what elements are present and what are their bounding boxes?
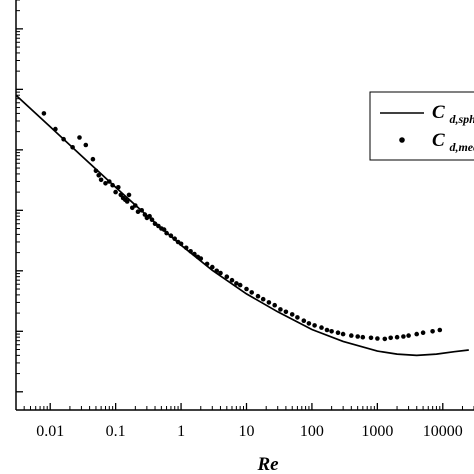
data-point-measured — [90, 156, 96, 162]
data-point-measured — [306, 321, 312, 326]
plot-area — [15, 94, 469, 357]
data-point-measured — [388, 335, 394, 341]
data-point-measured — [93, 168, 99, 174]
data-point-measured — [255, 293, 261, 299]
data-point-measured — [349, 333, 354, 338]
x-tick-label: 10000 — [423, 423, 463, 440]
data-point-measured — [229, 277, 235, 283]
data-point-measured — [61, 136, 66, 142]
data-point-measured — [283, 309, 289, 315]
legend-label-sphere: C d,sph — [432, 102, 474, 126]
data-point-measured — [237, 282, 243, 288]
data-point-measured — [53, 126, 58, 132]
data-point-measured — [183, 245, 189, 251]
data-point-measured — [198, 256, 204, 261]
data-point-measured — [406, 333, 411, 338]
data-point-measured — [312, 323, 317, 328]
data-point-measured — [401, 334, 406, 339]
data-point-measured — [319, 325, 324, 330]
data-point-measured — [266, 300, 272, 305]
data-point-measured — [152, 221, 158, 226]
x-tick-label: 10 — [238, 423, 254, 440]
data-point-measured — [70, 145, 75, 150]
data-point-measured — [340, 331, 346, 337]
data-point-measured — [168, 233, 174, 238]
data-point-measured — [218, 270, 223, 276]
data-point-measured — [83, 142, 89, 148]
y-axis-ticks — [16, 0, 23, 393]
data-point-measured — [368, 335, 374, 341]
x-tick-label: 0.01 — [36, 423, 64, 440]
data-point-measured — [430, 329, 435, 334]
data-point-measured — [234, 281, 239, 286]
data-point-measured — [335, 330, 341, 336]
series-line-sphere — [15, 94, 469, 357]
data-point-measured — [272, 302, 278, 308]
data-point-measured — [178, 241, 184, 247]
data-point-measured — [214, 268, 219, 274]
x-axis-ticks: 0.01 0.1 1 10 100 1000 10000 — [15, 403, 474, 440]
data-point-measured — [77, 135, 82, 140]
data-point-measured — [375, 336, 380, 341]
data-point-measured — [329, 329, 334, 334]
data-point-measured — [116, 185, 121, 190]
data-point-measured — [107, 179, 112, 184]
legend-label-sphere-main: C — [432, 102, 445, 123]
data-point-measured — [126, 192, 132, 198]
data-point-measured — [133, 203, 138, 208]
data-point-measured — [324, 327, 330, 333]
data-point-measured — [192, 251, 197, 257]
data-point-measured — [437, 327, 443, 333]
data-point-measured — [244, 286, 249, 292]
data-point-measured — [295, 315, 300, 320]
data-point-measured — [96, 173, 101, 178]
data-point-measured — [149, 217, 155, 222]
legend-box — [369, 91, 474, 161]
x-tick-label: 0.1 — [106, 423, 126, 440]
x-tick-label: 1 — [177, 423, 185, 440]
data-point-measured — [188, 249, 193, 254]
data-point-measured — [289, 312, 295, 317]
data-point-measured — [301, 318, 307, 324]
data-point-measured — [98, 177, 104, 183]
x-tick-label: 1000 — [361, 423, 393, 440]
legend-point-sample — [399, 137, 405, 143]
legend-label-measured-sub: d,mea — [449, 140, 474, 154]
data-point-measured — [382, 336, 388, 342]
data-point-measured — [142, 212, 148, 217]
data-point-measured — [113, 189, 118, 195]
data-point-measured — [260, 296, 266, 302]
data-point-measured — [355, 334, 361, 339]
data-point-measured — [360, 334, 366, 340]
data-point-measured — [161, 227, 167, 232]
data-point-measured — [164, 230, 169, 236]
data-point-measured — [139, 208, 144, 213]
data-point-measured — [224, 274, 230, 280]
data-point-measured — [278, 307, 283, 312]
data-point-measured — [147, 213, 152, 219]
legend-label-sphere-sub: d,sph — [449, 112, 474, 126]
data-point-measured — [172, 236, 177, 241]
data-point-measured — [394, 334, 400, 340]
data-point-measured — [420, 330, 426, 336]
data-point-measured — [135, 209, 141, 214]
legend-label-measured-main: C — [432, 130, 445, 151]
data-point-measured — [124, 199, 130, 204]
legend-label-measured: C d,mea — [432, 130, 474, 154]
data-point-measured — [204, 261, 210, 267]
data-point-measured — [41, 111, 47, 116]
legend: C d,sph C d,mea — [369, 91, 474, 161]
data-point-measured — [110, 182, 115, 188]
data-point-measured — [103, 181, 108, 186]
data-point-measured — [210, 264, 215, 270]
x-axis-title: Re — [256, 454, 279, 474]
x-tick-label: 100 — [300, 423, 324, 440]
data-point-measured — [249, 290, 254, 295]
data-point-measured — [414, 331, 420, 337]
